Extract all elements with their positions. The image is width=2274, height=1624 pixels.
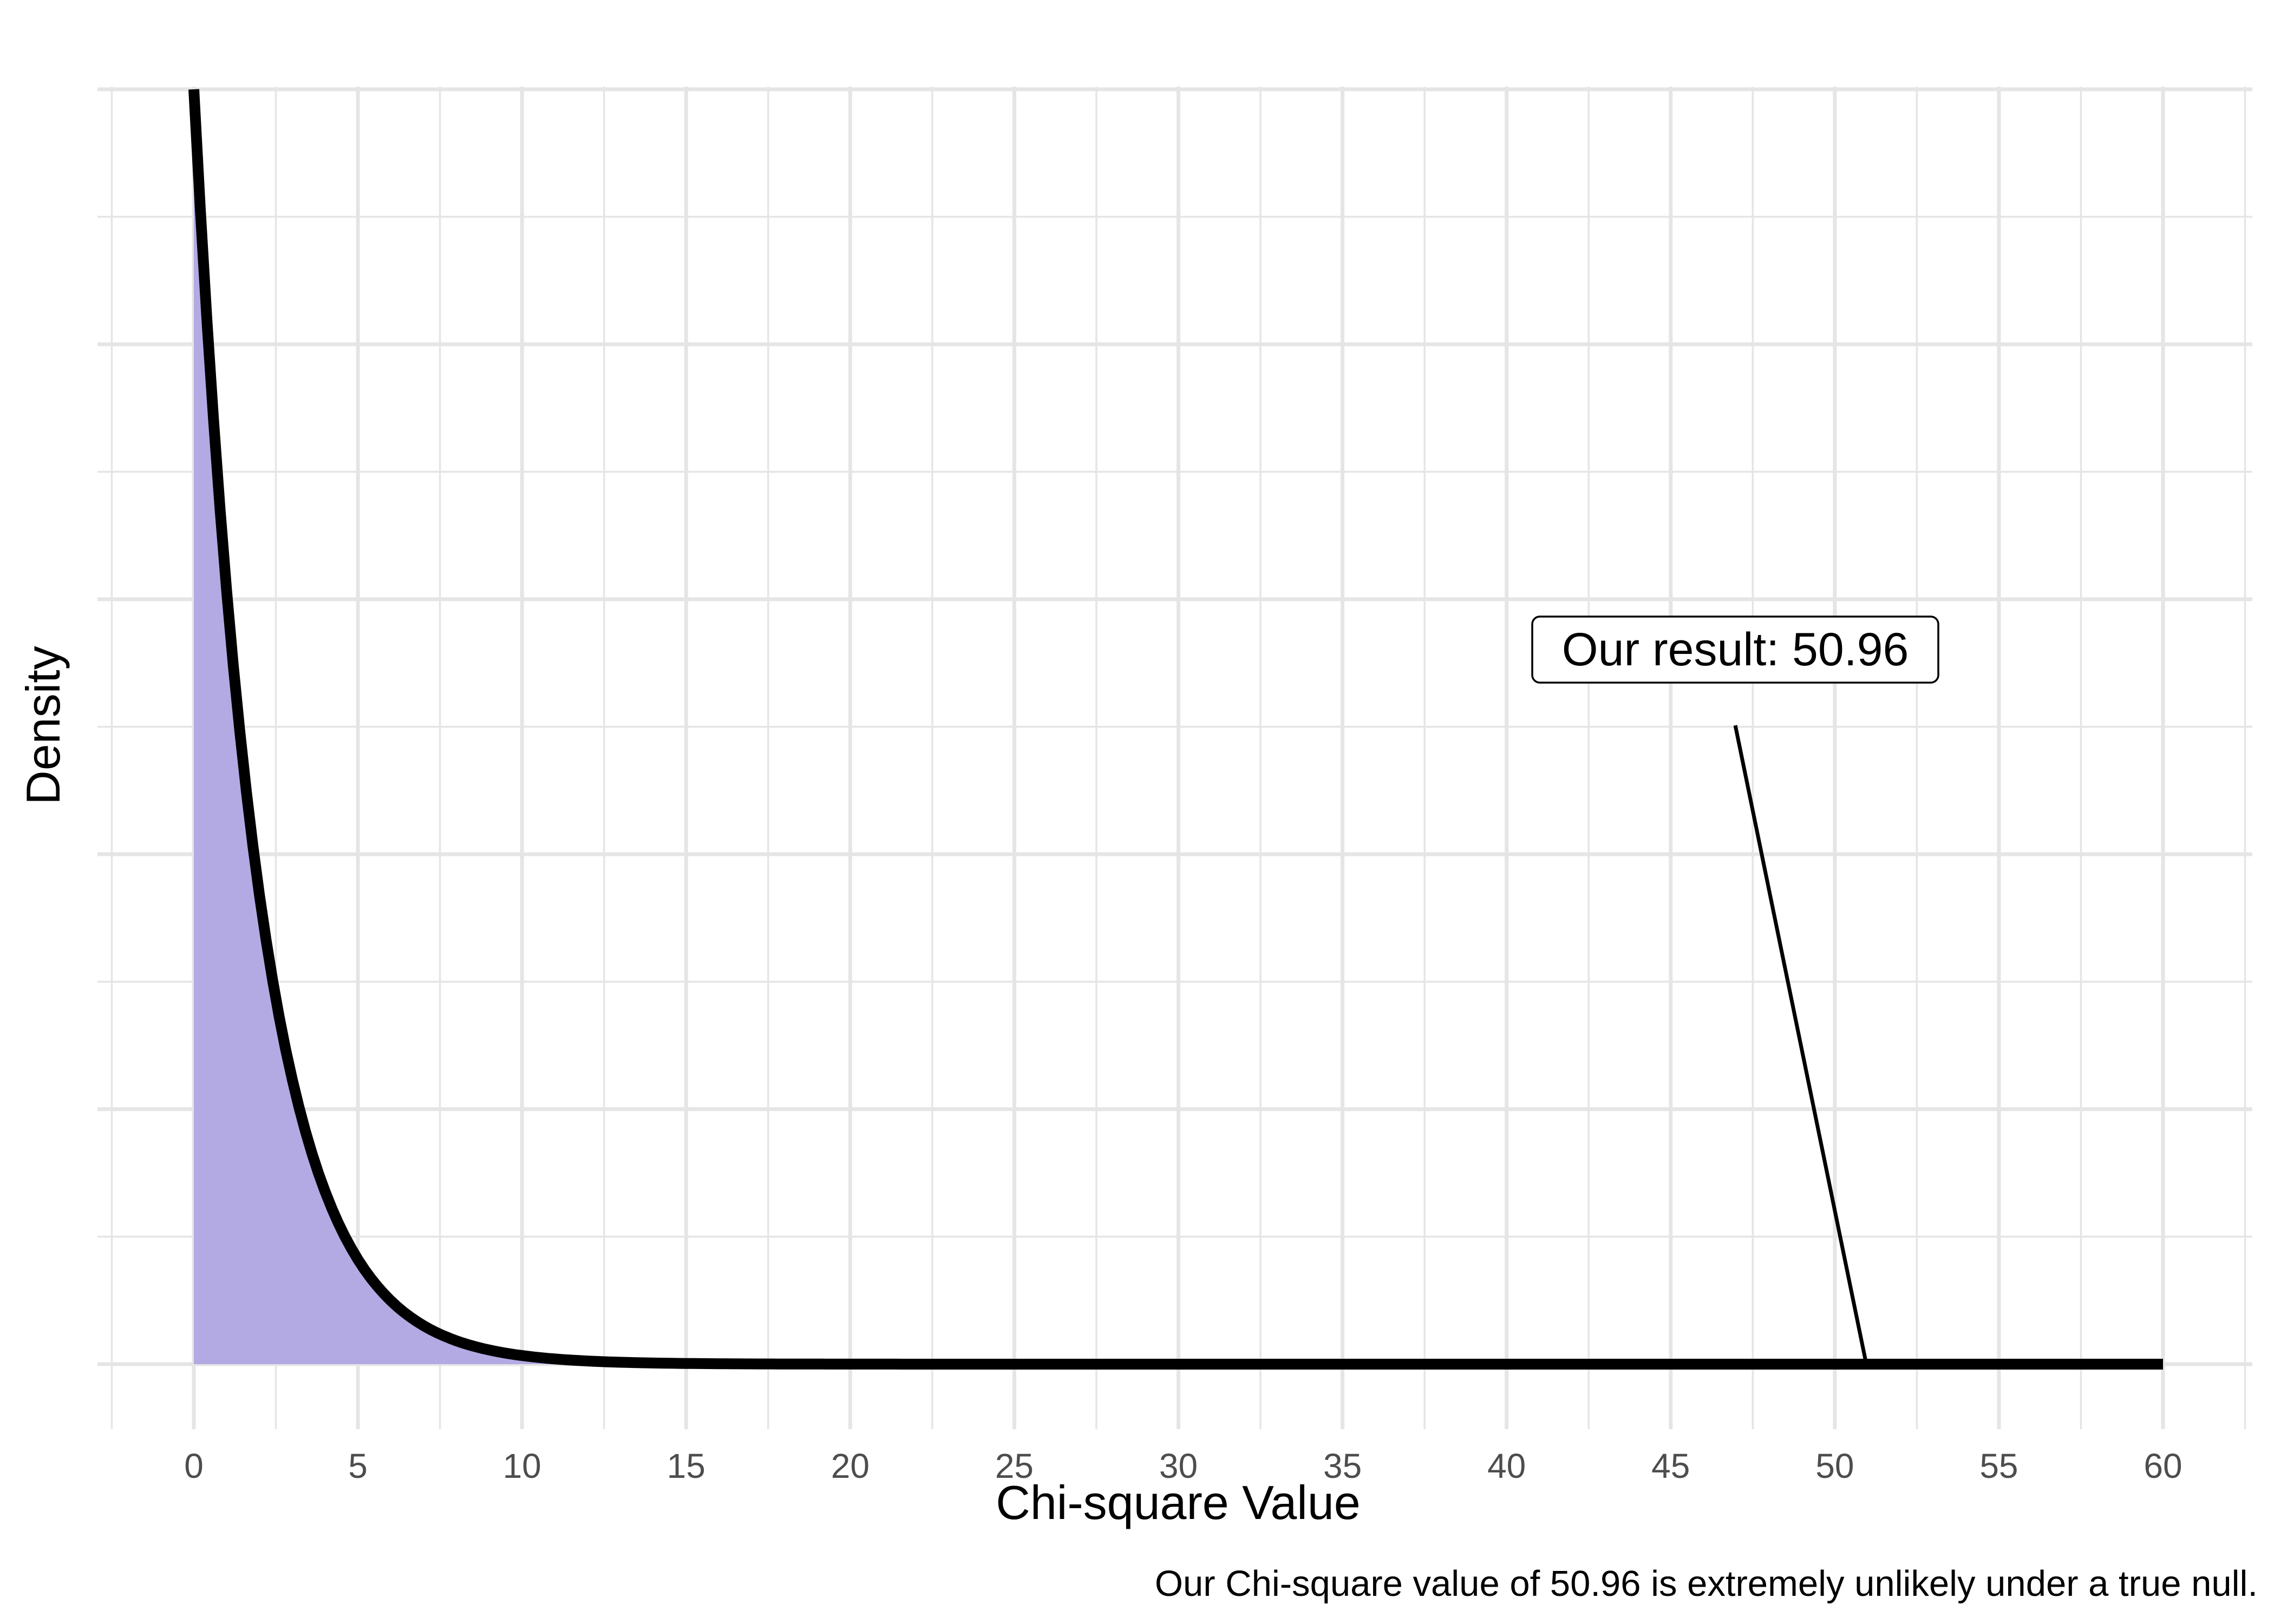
x-tick-label: 10 bbox=[503, 1446, 541, 1485]
density-curve bbox=[188, 89, 2163, 1370]
x-tick-label: 20 bbox=[831, 1446, 870, 1485]
x-tick-label: 15 bbox=[667, 1446, 705, 1485]
x-tick-label: 25 bbox=[995, 1446, 1034, 1485]
chart-caption: Our Chi-square value of 50.96 is extreme… bbox=[1155, 1563, 2258, 1604]
x-axis-title: Chi-square Value bbox=[996, 1476, 1360, 1529]
annotation-label-text: Our result: 50.96 bbox=[1562, 624, 1909, 676]
x-tick-label: 35 bbox=[1323, 1446, 1362, 1485]
x-tick-label: 5 bbox=[348, 1446, 368, 1485]
y-axis-title: Density bbox=[16, 646, 70, 804]
x-tick-label: 60 bbox=[2144, 1446, 2182, 1485]
annotation-label: Our result: 50.96 bbox=[1531, 615, 1939, 684]
x-tick-label: 40 bbox=[1487, 1446, 1526, 1485]
x-tick-label: 0 bbox=[184, 1446, 204, 1485]
density-area bbox=[194, 89, 588, 1364]
x-axis-ticks: 0 5 10 15 20 25 30 35 40 45 50 55 60 bbox=[184, 1446, 2182, 1485]
x-tick-label: 30 bbox=[1159, 1446, 1198, 1485]
x-tick-label: 50 bbox=[1815, 1446, 1854, 1485]
x-tick-label: 45 bbox=[1651, 1446, 1690, 1485]
annotation-label-box bbox=[1531, 615, 1939, 684]
grid bbox=[97, 87, 2252, 1429]
x-tick-label: 55 bbox=[1979, 1446, 2018, 1485]
annotation-pointer-line bbox=[1733, 725, 1868, 1365]
